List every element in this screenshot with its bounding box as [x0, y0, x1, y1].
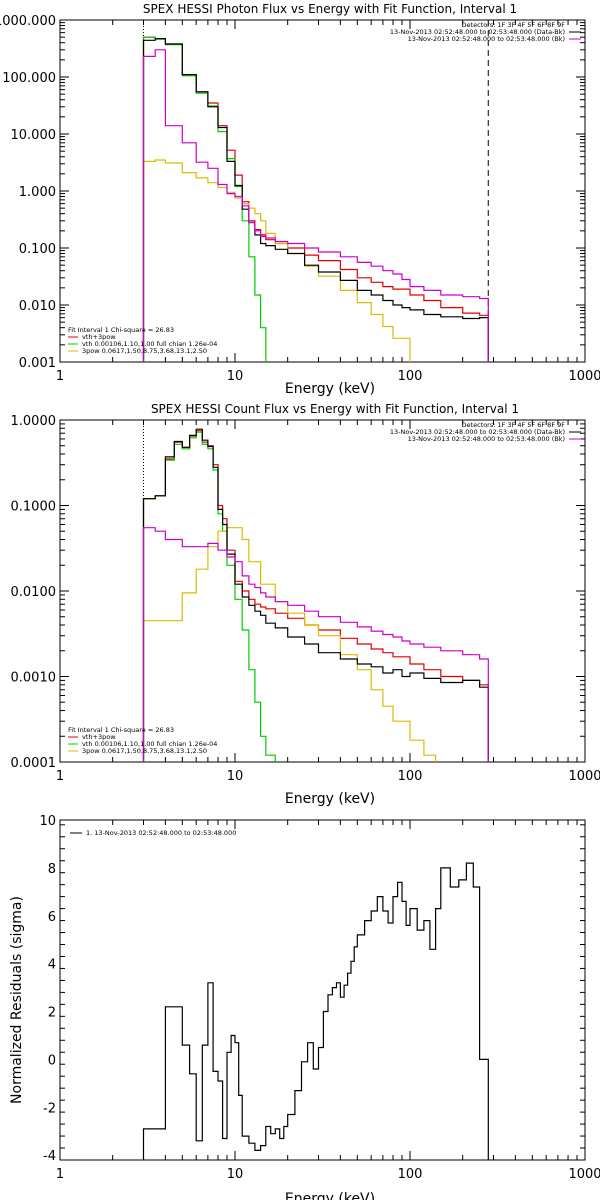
y-tick-label: 0.1000	[11, 500, 57, 515]
y-tick-label: 1000.000	[0, 14, 56, 29]
legend-entry: 13-Nov-2013 02:52:48.000 to 02:53:48.000…	[408, 35, 565, 43]
y-tick-label: 10.000	[11, 128, 57, 143]
series-3pow-line	[142, 159, 411, 362]
y-tick-label: 1.0000	[11, 414, 57, 429]
y-tick-label: -2	[43, 1101, 56, 1116]
photon-flux-panel: SPEX HESSI Photon Flux vs Energy with Fi…	[0, 2, 600, 397]
y-tick-label: 6	[48, 910, 56, 925]
series-data-bk-line	[142, 38, 489, 362]
legend-entry: Detectors: 1F 3F 4F 5F 6F 8F 9F	[462, 421, 566, 429]
y-tick-label: 0.001	[19, 356, 56, 371]
series-group	[142, 428, 489, 762]
y-tick-label: 0	[48, 1053, 56, 1068]
series-data-bk-line	[142, 428, 489, 762]
x-tick-label: 100	[398, 369, 423, 384]
y-tick-label: 0.010	[19, 299, 56, 314]
y-tick-label: 4	[48, 958, 56, 973]
y-tick-label: 0.0100	[11, 585, 57, 600]
legend-entry: 13-Nov-2013 02:52:48.000 to 02:53:48.000…	[390, 428, 565, 436]
chart-title: SPEX HESSI Count Flux vs Energy with Fit…	[151, 402, 519, 416]
y-tick-label: -4	[43, 1149, 56, 1164]
y-tick-label: 0.0001	[11, 756, 57, 771]
legend-entry: 3pow 0.0617,1.50,8.75,3.68,13.1,2.50	[82, 347, 207, 355]
legend-entry: 3pow 0.0617,1.50,8.75,3.68,13.1,2.50	[82, 747, 207, 755]
legend-entry: vth 0.00106,1.10,1.00 full chian 1.26e-0…	[82, 740, 217, 748]
y-tick-label: 0.100	[19, 242, 56, 257]
legend-entry: vth 0.00106,1.10,1.00 full chian 1.26e-0…	[82, 340, 217, 348]
x-tick-label: 1000	[568, 1167, 600, 1182]
x-axis-label: Energy (keV)	[285, 791, 375, 807]
legend-entry: vth+3pow	[82, 333, 116, 341]
x-tick-label: 10	[227, 769, 244, 784]
series-bk-line	[142, 49, 489, 362]
y-tick-label: 100.000	[2, 71, 56, 86]
legend-entry: 1. 13-Nov-2013 02:52:48.000 to 02:53:48.…	[86, 829, 236, 837]
series-1-13-nov-2013-02-52-48-000-to-02-53-48-000-line	[142, 862, 489, 1160]
x-tick-label: 100	[398, 1167, 423, 1182]
y-tick-label: 10	[39, 814, 56, 829]
x-tick-label: 1	[56, 1167, 64, 1182]
y-tick-label: 1.000	[19, 185, 56, 200]
y-axis-label: Normalized Residuals (sigma)	[9, 896, 25, 1104]
y-tick-label: 8	[48, 862, 56, 877]
legend-entry: Fit Interval 1 Chi-square = 26.83	[68, 726, 174, 734]
legend-entry: 13-Nov-2013 02:52:48.000 to 02:53:48.000…	[390, 28, 565, 36]
x-axis-label: Energy (keV)	[285, 1191, 375, 1200]
x-tick-label: 10	[227, 1167, 244, 1182]
legend-entry: vth+3pow	[82, 733, 116, 741]
chart-title: SPEX HESSI Photon Flux vs Energy with Fi…	[143, 2, 517, 16]
x-axis-label: Energy (keV)	[285, 381, 375, 397]
y-tick-label: 2	[48, 1006, 56, 1021]
x-tick-label: 1000	[568, 369, 600, 384]
x-tick-label: 1	[56, 369, 64, 384]
y-tick-label: 0.0010	[11, 671, 57, 686]
count-flux-panel: SPEX HESSI Count Flux vs Energy with Fit…	[11, 402, 600, 807]
plot-frame	[59, 819, 586, 1161]
x-tick-label: 100	[398, 769, 423, 784]
legend-entry: 13-Nov-2013 02:52:48.000 to 02:53:48.000…	[408, 435, 565, 443]
x-tick-label: 1000	[568, 769, 600, 784]
x-tick-label: 10	[227, 369, 244, 384]
legend-entry: Fit Interval 1 Chi-square = 26.83	[68, 326, 174, 334]
series-group	[142, 36, 489, 362]
series-group	[142, 862, 489, 1160]
legend-entry: Detectors: 1F 3F 4F 5F 6F 8F 9F	[462, 21, 566, 29]
residuals-panel: Energy (keV) Normalized Residuals (sigma…	[9, 814, 600, 1200]
x-tick-label: 1	[56, 769, 64, 784]
series-bk-line	[142, 527, 489, 762]
